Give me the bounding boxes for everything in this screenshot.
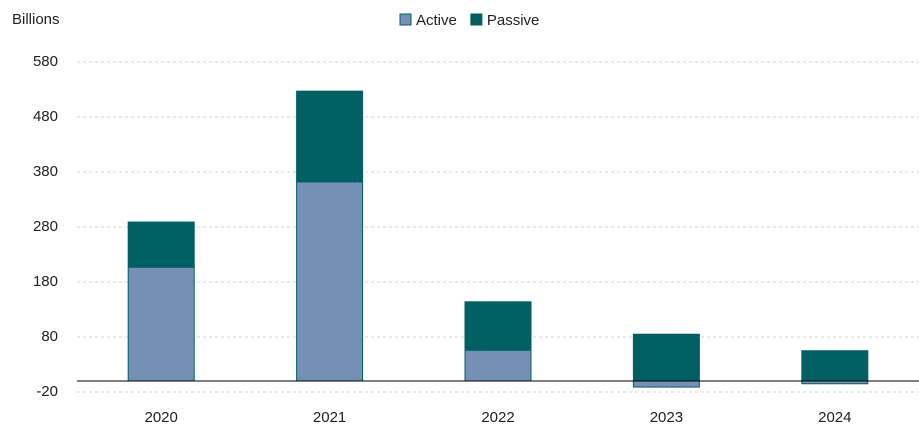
x-tick-label: 2024 <box>818 409 851 426</box>
y-tick-label: 280 <box>33 218 58 235</box>
bar <box>296 181 364 382</box>
legend-swatch <box>399 13 412 26</box>
y-tick-label: 180 <box>33 273 58 290</box>
x-tick-label: 2021 <box>313 409 346 426</box>
x-tick-label: 2022 <box>481 409 514 426</box>
bar <box>632 380 700 388</box>
bar <box>127 221 195 268</box>
legend-label: Active <box>416 12 457 29</box>
bar <box>127 266 195 382</box>
bar <box>464 349 532 382</box>
bar <box>632 333 700 382</box>
y-tick-label: 580 <box>33 53 58 70</box>
legend-swatch <box>470 13 483 26</box>
y-tick-label: -20 <box>36 383 58 400</box>
y-axis-label: Billions <box>12 11 60 28</box>
y-tick-label: 480 <box>33 108 58 125</box>
legend-label: Passive <box>487 12 540 29</box>
y-tick-label: 80 <box>41 328 58 345</box>
x-tick-label: 2023 <box>650 409 683 426</box>
y-tick-label: 380 <box>33 163 58 180</box>
bar <box>464 301 532 351</box>
bar <box>801 350 869 382</box>
bar <box>296 90 364 183</box>
x-tick-label: 2020 <box>145 409 178 426</box>
